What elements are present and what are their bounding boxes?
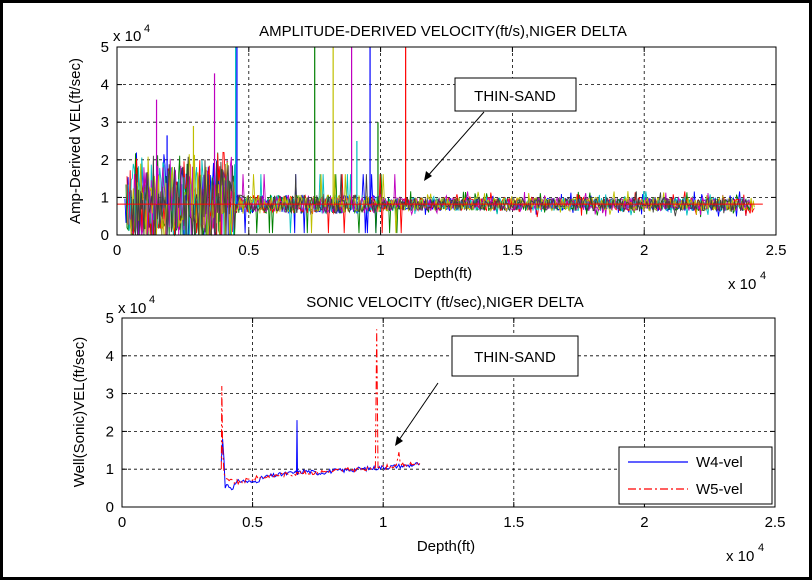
y-tick-label: 4 [101, 77, 109, 94]
x-tick-label: 1.5 [502, 242, 523, 259]
legend-label-w4: W4-vel [696, 454, 743, 471]
y-tick-label: 3 [101, 114, 109, 131]
sonic-velocity-chart: SONIC VELOCITY (ft/sec),NIGER DELTA x 10… [71, 294, 785, 565]
y-tick-label: 3 [106, 386, 114, 403]
y-tick-label: 1 [106, 461, 114, 478]
ticks: 0 0.5 1 1.5 2 2.5 0 1 2 3 4 5 [101, 39, 787, 259]
annotation-text: THIN-SAND [474, 88, 556, 105]
annotation-box [451, 335, 579, 377]
plot-area [220, 329, 421, 491]
annotation-box [454, 77, 577, 112]
thin-sand-annotation: THIN-SAND [395, 335, 579, 446]
y-exponent-power: 4 [149, 294, 155, 306]
x-tick-label: 1 [379, 514, 387, 531]
x-exponent-power: 4 [760, 270, 766, 282]
y-exponent-label: x 10 4 [118, 294, 155, 317]
y-tick-label: 0 [101, 227, 109, 244]
x-tick-label: 1.5 [503, 514, 524, 531]
amplitude-velocity-chart: AMPLITUDE-DERIVED VELOCITY(ft/s),NIGER D… [67, 23, 786, 293]
x-tick-label: 2 [640, 242, 648, 259]
x-exponent-label: x 10 4 [726, 542, 764, 565]
legend-label-w5: W5-vel [696, 481, 743, 498]
y-tick-label: 0 [106, 499, 114, 516]
x-exponent-base: x 10 [728, 276, 756, 293]
y-axis-label: Amp-Derived VEL(ft/sec) [67, 58, 84, 224]
x-tick-label: 2.5 [765, 514, 786, 531]
grid [122, 318, 775, 507]
y-exponent-label: x 10 4 [113, 23, 150, 45]
x-tick-label: 0 [118, 514, 126, 531]
y-tick-label: 5 [106, 310, 114, 327]
plot-area [117, 47, 763, 237]
y-exponent-power: 4 [144, 23, 150, 35]
y-axis-label: Well(Sonic)VEL(ft/sec) [71, 337, 88, 488]
annotation-arrowhead [395, 436, 403, 446]
legend-box [618, 446, 773, 505]
y-tick-label: 1 [101, 189, 109, 206]
x-tick-label: 0.5 [242, 514, 263, 531]
axes-box [121, 317, 776, 508]
thin-sand-annotation: THIN-SAND [424, 77, 577, 181]
y-tick-label: 2 [101, 152, 109, 169]
y-tick-label: 5 [101, 39, 109, 56]
y-tick-label: 2 [106, 423, 114, 440]
legend: W4-vel W5-vel [618, 446, 773, 505]
x-tick-label: 2 [640, 514, 648, 531]
x-axis-label: Depth(ft) [417, 538, 475, 555]
axes-box [116, 46, 777, 236]
chart-title: SONIC VELOCITY (ft/sec),NIGER DELTA [306, 294, 584, 311]
x-tick-label: 0.5 [238, 242, 259, 259]
y-exponent-base: x 10 [113, 28, 141, 45]
series-W5-vel [220, 329, 421, 486]
y-exponent-base: x 10 [118, 300, 146, 317]
x-axis-label: Depth(ft) [414, 265, 472, 282]
annotation-arrowhead [424, 171, 432, 181]
ticks: 0 0.5 1 1.5 2 2.5 0 1 2 3 4 5 [106, 310, 786, 531]
x-tick-label: 1 [376, 242, 384, 259]
y-tick-label: 4 [106, 348, 114, 365]
annotation-text: THIN-SAND [474, 349, 556, 366]
chart-title: AMPLITUDE-DERIVED VELOCITY(ft/s),NIGER D… [259, 23, 627, 40]
x-exponent-power: 4 [758, 542, 764, 554]
x-tick-label: 2.5 [766, 242, 787, 259]
x-tick-label: 0 [113, 242, 121, 259]
x-exponent-base: x 10 [726, 548, 754, 565]
x-exponent-label: x 10 4 [728, 270, 766, 293]
annotation-arrow-line [396, 382, 439, 444]
annotation-arrow-line [425, 111, 485, 179]
